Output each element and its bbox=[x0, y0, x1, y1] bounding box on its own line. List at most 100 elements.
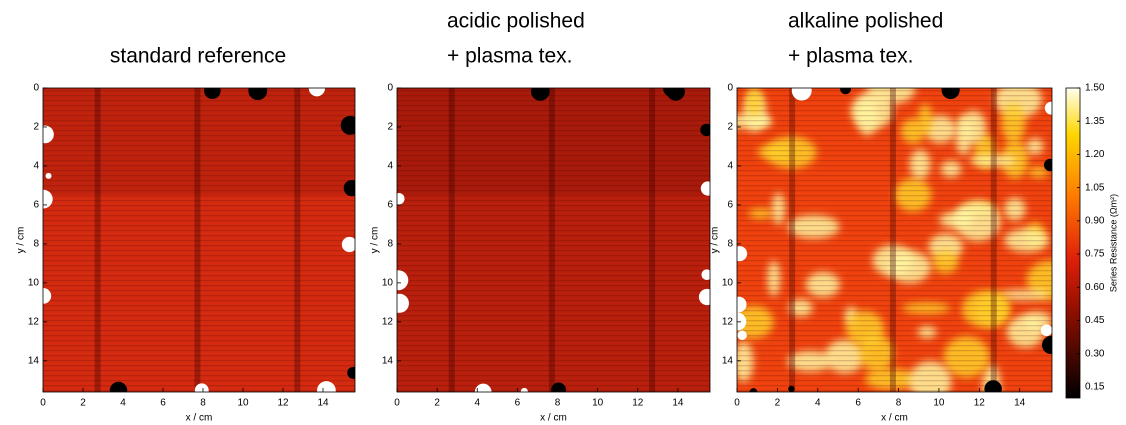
x-tick-label: 6 bbox=[160, 398, 166, 409]
colorbar-tick-label: 0.75 bbox=[1085, 249, 1105, 260]
edge-speck bbox=[942, 81, 960, 99]
y-tick-label: 6 bbox=[33, 200, 39, 211]
y-tick-label: 14 bbox=[722, 355, 734, 366]
colorbar-tick-label: 1.35 bbox=[1085, 116, 1105, 127]
y-tick-label: 12 bbox=[28, 316, 40, 327]
heatmap-image bbox=[723, 74, 1074, 404]
y-tick-label: 2 bbox=[33, 122, 39, 133]
edge-speck bbox=[1044, 159, 1056, 171]
colorbar-tick-label: 1.50 bbox=[1085, 83, 1105, 94]
colorbar-tick-label: 0.60 bbox=[1085, 282, 1105, 293]
y-tick-label: 0 bbox=[33, 83, 39, 94]
x-tick-label: 0 bbox=[394, 398, 400, 409]
y-tick-label: 0 bbox=[387, 83, 393, 94]
colorbar-tick-label: 0.30 bbox=[1085, 348, 1105, 359]
y-tick-label: 2 bbox=[387, 122, 393, 133]
y-tick-label: 14 bbox=[28, 355, 40, 366]
x-tick-label: 0 bbox=[40, 398, 46, 409]
y-tick-label: 8 bbox=[33, 239, 39, 250]
x-axis-label: x / cm bbox=[186, 413, 213, 424]
x-tick-label: 2 bbox=[80, 398, 86, 409]
colorbar-tick-label: 1.05 bbox=[1085, 182, 1105, 193]
edge-speck bbox=[341, 116, 360, 135]
y-tick-label: 10 bbox=[382, 278, 394, 289]
colorbar-tick-label: 0.45 bbox=[1085, 315, 1105, 326]
edge-speck bbox=[46, 173, 52, 179]
edge-speck bbox=[195, 383, 209, 397]
y-tick-label: 10 bbox=[722, 278, 734, 289]
busbar bbox=[991, 88, 997, 392]
edge-speck bbox=[699, 289, 715, 305]
y-tick-label: 6 bbox=[727, 200, 733, 211]
x-tick-label: 6 bbox=[855, 398, 861, 409]
page: {"chart_data": [ {"type": "heatmap", "ti… bbox=[0, 0, 1126, 425]
x-tick-label: 12 bbox=[974, 398, 986, 409]
x-tick-label: 4 bbox=[474, 398, 480, 409]
y-tick-label: 8 bbox=[727, 239, 733, 250]
panel-title: alkaline polished bbox=[788, 10, 943, 33]
panel-title: + plasma tex. bbox=[447, 45, 572, 68]
edge-speck bbox=[393, 193, 405, 205]
y-tick-label: 6 bbox=[387, 200, 393, 211]
x-tick-label: 12 bbox=[632, 398, 644, 409]
x-tick-label: 10 bbox=[237, 398, 249, 409]
busbar bbox=[194, 88, 200, 392]
colorbar-label: Series Resistance (Ωm²) bbox=[1108, 194, 1118, 292]
edge-speck bbox=[700, 124, 712, 136]
busbar bbox=[649, 88, 655, 392]
edge-speck bbox=[344, 180, 360, 196]
heatmap-image bbox=[34, 80, 360, 400]
y-tick-label: 4 bbox=[387, 161, 393, 172]
x-tick-label: 14 bbox=[1014, 398, 1026, 409]
busbar bbox=[449, 88, 455, 392]
edge-speck bbox=[788, 386, 794, 392]
edge-speck bbox=[984, 380, 1001, 397]
x-tick-label: 4 bbox=[815, 398, 821, 409]
edge-speck bbox=[792, 81, 812, 101]
figure: standard reference0246810121402468101214… bbox=[0, 0, 1126, 425]
edge-speck bbox=[248, 81, 267, 100]
edge-speck bbox=[1042, 336, 1060, 354]
x-tick-label: 0 bbox=[734, 398, 740, 409]
edge-speck bbox=[531, 82, 550, 101]
y-axis-label: y / cm bbox=[16, 227, 27, 254]
edge-speck bbox=[110, 382, 127, 399]
x-tick-label: 12 bbox=[277, 398, 289, 409]
x-tick-label: 10 bbox=[592, 398, 604, 409]
colorbar bbox=[1066, 88, 1080, 398]
colorbar-tick-label: 0.15 bbox=[1085, 382, 1105, 393]
x-tick-label: 14 bbox=[317, 398, 329, 409]
panel-title: + plasma tex. bbox=[788, 45, 913, 68]
edge-speck bbox=[1041, 324, 1053, 336]
y-tick-label: 12 bbox=[722, 316, 734, 327]
edge-speck bbox=[390, 294, 409, 313]
heatmap-image bbox=[388, 80, 715, 400]
x-tick-label: 2 bbox=[434, 398, 440, 409]
x-tick-label: 6 bbox=[515, 398, 521, 409]
edge-speck bbox=[521, 388, 528, 395]
edge-speck bbox=[731, 297, 747, 313]
busbar bbox=[95, 88, 101, 392]
colorbar-tick-label: 0.90 bbox=[1085, 215, 1105, 226]
y-tick-label: 10 bbox=[28, 278, 40, 289]
x-tick-label: 8 bbox=[200, 398, 206, 409]
edge-speck bbox=[840, 83, 851, 94]
edge-speck bbox=[1045, 102, 1058, 115]
x-tick-label: 14 bbox=[672, 398, 684, 409]
y-tick-label: 4 bbox=[33, 161, 39, 172]
busbar bbox=[789, 88, 795, 392]
edge-speck bbox=[701, 181, 715, 195]
colorbar-tick-label: 1.20 bbox=[1085, 149, 1105, 160]
y-tick-label: 12 bbox=[382, 316, 394, 327]
edge-speck bbox=[732, 246, 747, 261]
x-axis-label: x / cm bbox=[540, 413, 567, 424]
x-tick-label: 8 bbox=[555, 398, 561, 409]
y-axis-label: y / cm bbox=[370, 227, 381, 254]
edge-speck bbox=[551, 383, 566, 398]
busbar bbox=[294, 88, 300, 392]
x-tick-label: 10 bbox=[933, 398, 945, 409]
x-axis-label: x / cm bbox=[881, 413, 908, 424]
x-tick-label: 4 bbox=[120, 398, 126, 409]
y-tick-label: 4 bbox=[727, 161, 733, 172]
y-axis-label: y / cm bbox=[710, 227, 721, 254]
